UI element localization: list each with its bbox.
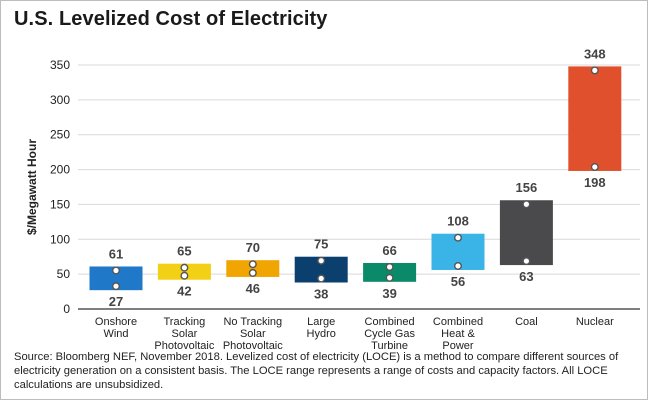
- high-value-label: 66: [382, 243, 396, 258]
- x-category-label: Photovoltaic: [154, 340, 214, 352]
- x-category-label: No Tracking: [223, 316, 282, 328]
- low-marker: [111, 282, 120, 291]
- range-bar: [363, 262, 417, 282]
- x-category-label: Nuclear: [576, 316, 614, 328]
- x-category-label: Heat &: [441, 328, 475, 340]
- y-tick-label: 200: [50, 163, 70, 177]
- low-value-label: 198: [584, 175, 606, 190]
- x-category-label: Combined: [433, 316, 483, 328]
- x-category-label: Cycle Gas: [364, 328, 415, 340]
- high-marker: [590, 66, 599, 75]
- x-category-label: Turbine: [371, 340, 408, 352]
- high-value-label: 75: [314, 237, 328, 252]
- high-marker: [385, 262, 394, 271]
- high-value-label: 65: [177, 244, 191, 259]
- x-category-label: Large: [307, 316, 335, 328]
- x-category-label: Hydro: [307, 328, 336, 340]
- low-value-label: 56: [451, 274, 465, 289]
- low-marker: [590, 162, 599, 171]
- low-marker: [454, 261, 463, 270]
- low-marker: [180, 271, 189, 280]
- low-marker: [385, 273, 394, 282]
- x-category-label: Photovoltaic: [223, 340, 283, 352]
- range-bar: [226, 260, 280, 277]
- x-category-label: Wind: [103, 328, 128, 340]
- low-marker: [317, 274, 326, 283]
- source-note: Source: Bloomberg NEF, November 2018. Le…: [14, 351, 619, 391]
- y-tick-label: 300: [50, 93, 70, 107]
- range-bar: [157, 263, 211, 280]
- y-tick-label: 100: [50, 232, 70, 246]
- x-category-label: Solar: [172, 328, 198, 340]
- range-bar: [499, 200, 553, 266]
- low-value-label: 39: [382, 286, 396, 301]
- high-value-label: 348: [584, 46, 606, 61]
- x-category-label: Tracking: [164, 316, 206, 328]
- high-marker: [180, 263, 189, 272]
- range-bar: [89, 266, 143, 291]
- x-category-label: Power: [442, 340, 474, 352]
- x-category-label: Coal: [515, 316, 538, 328]
- high-marker: [317, 256, 326, 265]
- chart-title: U.S. Levelized Cost of Electricity: [14, 8, 328, 30]
- x-category-label: Onshore: [95, 316, 137, 328]
- low-value-label: 42: [177, 284, 191, 299]
- low-marker: [248, 268, 257, 277]
- y-tick-label: 250: [50, 128, 70, 142]
- high-marker: [454, 233, 463, 242]
- high-marker: [248, 260, 257, 269]
- y-tick-label: 50: [57, 267, 71, 281]
- high-value-label: 70: [246, 240, 260, 255]
- high-value-label: 108: [447, 214, 469, 229]
- y-tick-label: 0: [63, 302, 70, 316]
- low-value-label: 27: [109, 294, 123, 309]
- low-value-label: 38: [314, 287, 328, 302]
- y-axis-label: $/Megawatt Hour: [25, 139, 39, 235]
- high-value-label: 61: [109, 246, 123, 261]
- low-value-label: 63: [519, 269, 533, 284]
- x-category-label: Solar: [240, 328, 266, 340]
- low-value-label: 46: [246, 281, 260, 296]
- x-category-label: Combined: [365, 316, 415, 328]
- high-value-label: 156: [516, 180, 538, 195]
- low-marker: [522, 257, 531, 266]
- y-tick-label: 150: [50, 197, 70, 211]
- range-bar: [568, 66, 622, 171]
- y-tick-label: 350: [50, 58, 70, 72]
- high-marker: [111, 266, 120, 275]
- high-marker: [522, 200, 531, 209]
